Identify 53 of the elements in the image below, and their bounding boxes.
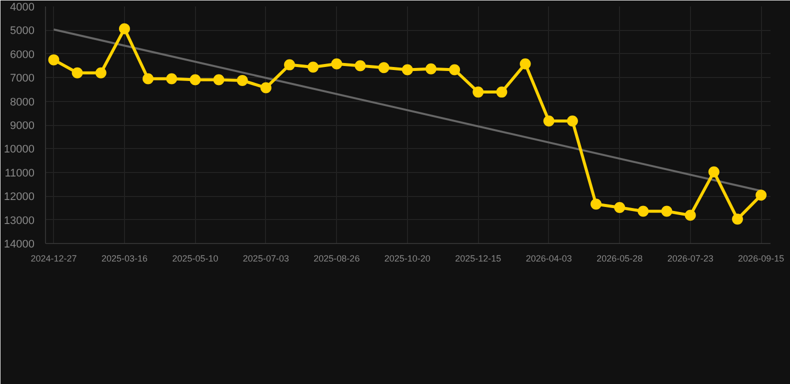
point [331, 58, 342, 70]
point [284, 59, 296, 70]
x-tick-label: 2025-07-03 [242, 254, 289, 264]
point [72, 67, 83, 78]
x-tick-label: 2026-09-15 [738, 254, 784, 264]
point [543, 115, 554, 126]
y-tick-label: 11000 [4, 167, 35, 180]
point [213, 74, 224, 86]
y-tick-label: 6000 [10, 48, 35, 61]
point [614, 202, 626, 213]
y-tick-label: 7000 [10, 72, 35, 85]
point [590, 198, 602, 210]
x-tick-label: 2025-12-15 [455, 254, 502, 264]
point [402, 64, 413, 76]
point [684, 210, 696, 221]
x-tick-label: 2025-03-16 [101, 254, 148, 264]
point [190, 74, 201, 86]
y-tick-label: 14000 [4, 238, 35, 250]
x-tick-label: 2026-04-03 [526, 254, 572, 264]
x-tick-label: 2026-05-28 [596, 254, 643, 264]
point [449, 64, 460, 76]
y-tick-label: 12000 [4, 191, 35, 204]
point [708, 166, 720, 178]
point [166, 73, 178, 84]
x-tick-label: 2025-10-20 [384, 254, 430, 264]
point [142, 73, 154, 84]
y-tick-label: 4000 [10, 2, 35, 14]
point [95, 67, 106, 78]
point [661, 206, 672, 217]
point [354, 60, 366, 72]
x-tick-label: 2025-05-10 [172, 254, 218, 264]
x-tick-label: 2025-08-26 [314, 254, 360, 264]
point [520, 58, 531, 70]
x-tick-label: 2026-07-23 [667, 254, 714, 264]
point [48, 54, 60, 66]
y-tick-label: 13000 [4, 214, 35, 227]
point [425, 63, 436, 74]
point [260, 82, 272, 94]
point [496, 86, 508, 98]
point [732, 214, 743, 225]
point [472, 86, 484, 98]
point [638, 206, 649, 217]
point [308, 62, 319, 73]
y-tick-label: 8000 [10, 96, 35, 108]
y-tick-label: 10000 [4, 144, 35, 156]
y-tick-label: 5000 [10, 25, 35, 38]
point [378, 62, 390, 74]
point [566, 115, 578, 126]
point [236, 74, 248, 86]
x-tick-label: 2024-12-27 [30, 254, 77, 264]
point [118, 23, 130, 34]
point [756, 190, 767, 201]
y-tick-label: 9000 [10, 120, 35, 132]
